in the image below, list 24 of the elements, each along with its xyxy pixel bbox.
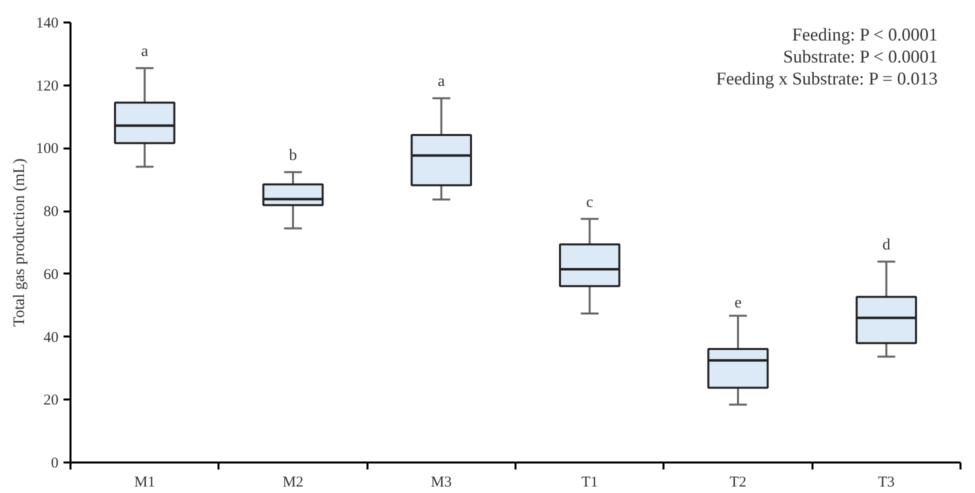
- x-tick-label: T2: [730, 474, 746, 490]
- y-tick-label: 120: [36, 78, 58, 94]
- annotation: b: [289, 147, 297, 164]
- annotation: a: [438, 73, 445, 90]
- x-tick-label: M1: [134, 474, 156, 490]
- annotation: Feeding x Substrate: P = 0.013: [716, 68, 938, 88]
- annotation: e: [734, 294, 742, 312]
- x-tick-label: M2: [282, 474, 304, 490]
- x-tick-label: T1: [581, 474, 598, 490]
- annotation: Substrate: P < 0.0001: [783, 46, 938, 66]
- y-tick-label: 40: [44, 330, 58, 346]
- x-tick-label: T3: [878, 474, 895, 490]
- y-tick-label: 80: [44, 204, 58, 220]
- annotation: Feeding: P < 0.0001: [792, 24, 938, 44]
- x-tick-label: M3: [430, 474, 452, 490]
- y-tick-label: 60: [44, 266, 58, 283]
- y-tick-label: 20: [44, 392, 58, 409]
- y-tick-label: 0: [51, 456, 58, 472]
- y-tick-label: 140: [36, 16, 58, 32]
- annotation: d: [882, 236, 890, 254]
- y-axis-title: Total gas production (mL): [11, 158, 28, 327]
- y-tick-label: 100: [36, 141, 58, 158]
- annotation: a: [141, 43, 148, 60]
- annotation: c: [586, 194, 594, 211]
